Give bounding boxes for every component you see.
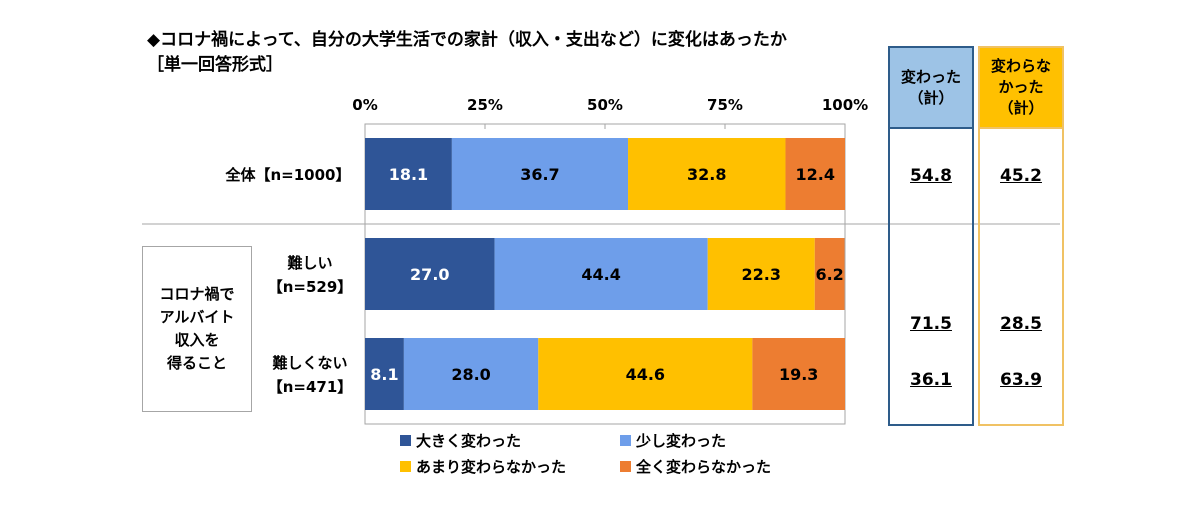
x-tick-label: 75% xyxy=(707,96,743,114)
unchanged-total-not-difficult: 63.9 xyxy=(1000,370,1042,390)
unchanged-total-column: 変わらな かった （計） 45.2 28.5 63.9 xyxy=(978,46,1064,426)
bar-data-label: 44.6 xyxy=(626,365,665,384)
chart-title: ◆コロナ禍によって、自分の大学生活での家計（収入・支出など）に変化はあったか xyxy=(147,30,787,50)
bar-data-label: 22.3 xyxy=(741,265,780,284)
bar-data-label: 28.0 xyxy=(451,365,490,384)
bar-segment xyxy=(752,338,845,410)
group-label-box: コロナ禍で アルバイト 収入を 得ること xyxy=(142,246,252,412)
bar-data-label: 27.0 xyxy=(410,265,449,284)
changed-total-column: 変わった （計） 54.8 71.5 36.1 xyxy=(888,46,974,426)
category-label: 難しくない xyxy=(272,354,347,372)
category-label: 全体【n=1000】 xyxy=(225,166,351,184)
category-label: 【n=471】 xyxy=(268,378,353,396)
bar-data-label: 19.3 xyxy=(779,365,818,384)
bar-data-label: 32.8 xyxy=(687,165,726,184)
changed-total-difficult: 71.5 xyxy=(910,314,952,334)
bar-segment xyxy=(365,338,404,410)
category-label: 難しい xyxy=(287,254,332,272)
legend-swatch xyxy=(620,435,631,446)
x-tick-label: 50% xyxy=(587,96,623,114)
legend-label: あまり変わらなかった xyxy=(416,458,566,476)
bar-segment xyxy=(785,138,845,210)
category-label: 【n=529】 xyxy=(268,278,353,296)
unchanged-total-all: 45.2 xyxy=(1000,166,1042,186)
x-tick-label: 0% xyxy=(352,96,377,114)
x-tick-label: 25% xyxy=(467,96,503,114)
bar-data-label: 36.7 xyxy=(520,165,559,184)
bar-data-label: 44.4 xyxy=(581,265,620,284)
bar-segment xyxy=(628,138,786,210)
bar-data-label: 8.1 xyxy=(370,365,398,384)
legend-swatch xyxy=(400,435,411,446)
changed-total-not-difficult: 36.1 xyxy=(910,370,952,390)
bar-segment xyxy=(494,238,708,310)
group-label: コロナ禍で アルバイト 収入を 得ること xyxy=(159,285,235,372)
chart-subtitle: ［単一回答形式］ xyxy=(147,55,283,75)
legend-label: 全く変わらなかった xyxy=(635,458,771,476)
x-tick-label: 100% xyxy=(822,96,868,114)
bar-data-label: 6.2 xyxy=(815,265,843,284)
bar-segment xyxy=(814,238,845,310)
bar-data-label: 18.1 xyxy=(389,165,428,184)
bar-segment xyxy=(707,238,815,310)
legend-swatch xyxy=(620,461,631,472)
changed-total-all: 54.8 xyxy=(910,166,952,186)
bar-segment xyxy=(538,338,753,410)
bar-segment xyxy=(451,138,629,210)
bar-segment xyxy=(365,238,495,310)
unchanged-total-header: 変わらな かった （計） xyxy=(980,48,1062,129)
bar-segment xyxy=(365,138,452,210)
legend-label: 大きく変わった xyxy=(416,432,521,450)
unchanged-total-difficult: 28.5 xyxy=(1000,314,1042,334)
legend-label: 少し変わった xyxy=(635,432,726,450)
changed-total-header: 変わった （計） xyxy=(890,48,972,129)
bar-segment xyxy=(403,338,539,410)
legend-swatch xyxy=(400,461,411,472)
bar-data-label: 12.4 xyxy=(795,165,834,184)
